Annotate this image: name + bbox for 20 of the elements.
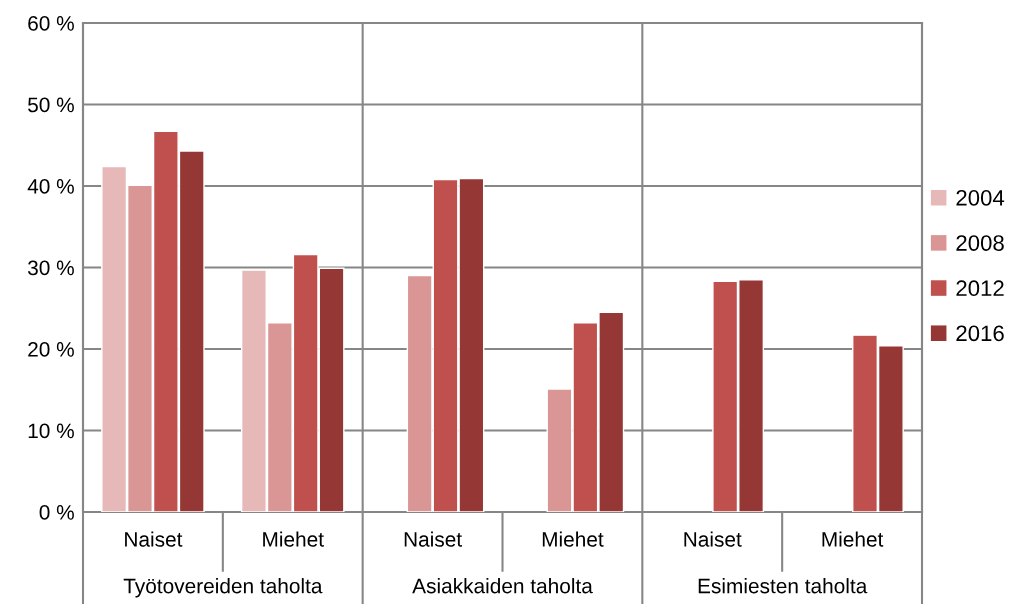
legend-label: 2004: [956, 189, 1005, 206]
y-tick-label: 0 %: [39, 505, 74, 520]
y-tick-label: 10 %: [28, 423, 74, 439]
text: Asiakkaiden taholta: [412, 578, 593, 594]
x-tick-label: Naiset: [684, 531, 742, 547]
legend-label: 2016: [956, 325, 1004, 342]
legend-label: 2008: [956, 235, 1004, 251]
x-tick-label: Miehet: [542, 531, 604, 547]
x-tick-label: Miehet: [822, 531, 884, 547]
y-tick-label: 30 %: [27, 260, 74, 276]
y-tick-label: 60 %: [28, 16, 74, 31]
y-tick-label: 50 %: [28, 97, 74, 113]
x-tick-label: Miehet: [263, 531, 324, 547]
text: Työtovereiden taholta: [123, 578, 323, 598]
legend-label: 2012: [956, 280, 1004, 297]
x-tick-label: Naiset: [125, 531, 183, 547]
x-tick-label: Naiset: [404, 531, 462, 547]
y-tick-label: 40 %: [27, 179, 74, 194]
text: Esimiesten taholta: [698, 578, 868, 594]
y-tick-label: 20 %: [28, 342, 74, 357]
